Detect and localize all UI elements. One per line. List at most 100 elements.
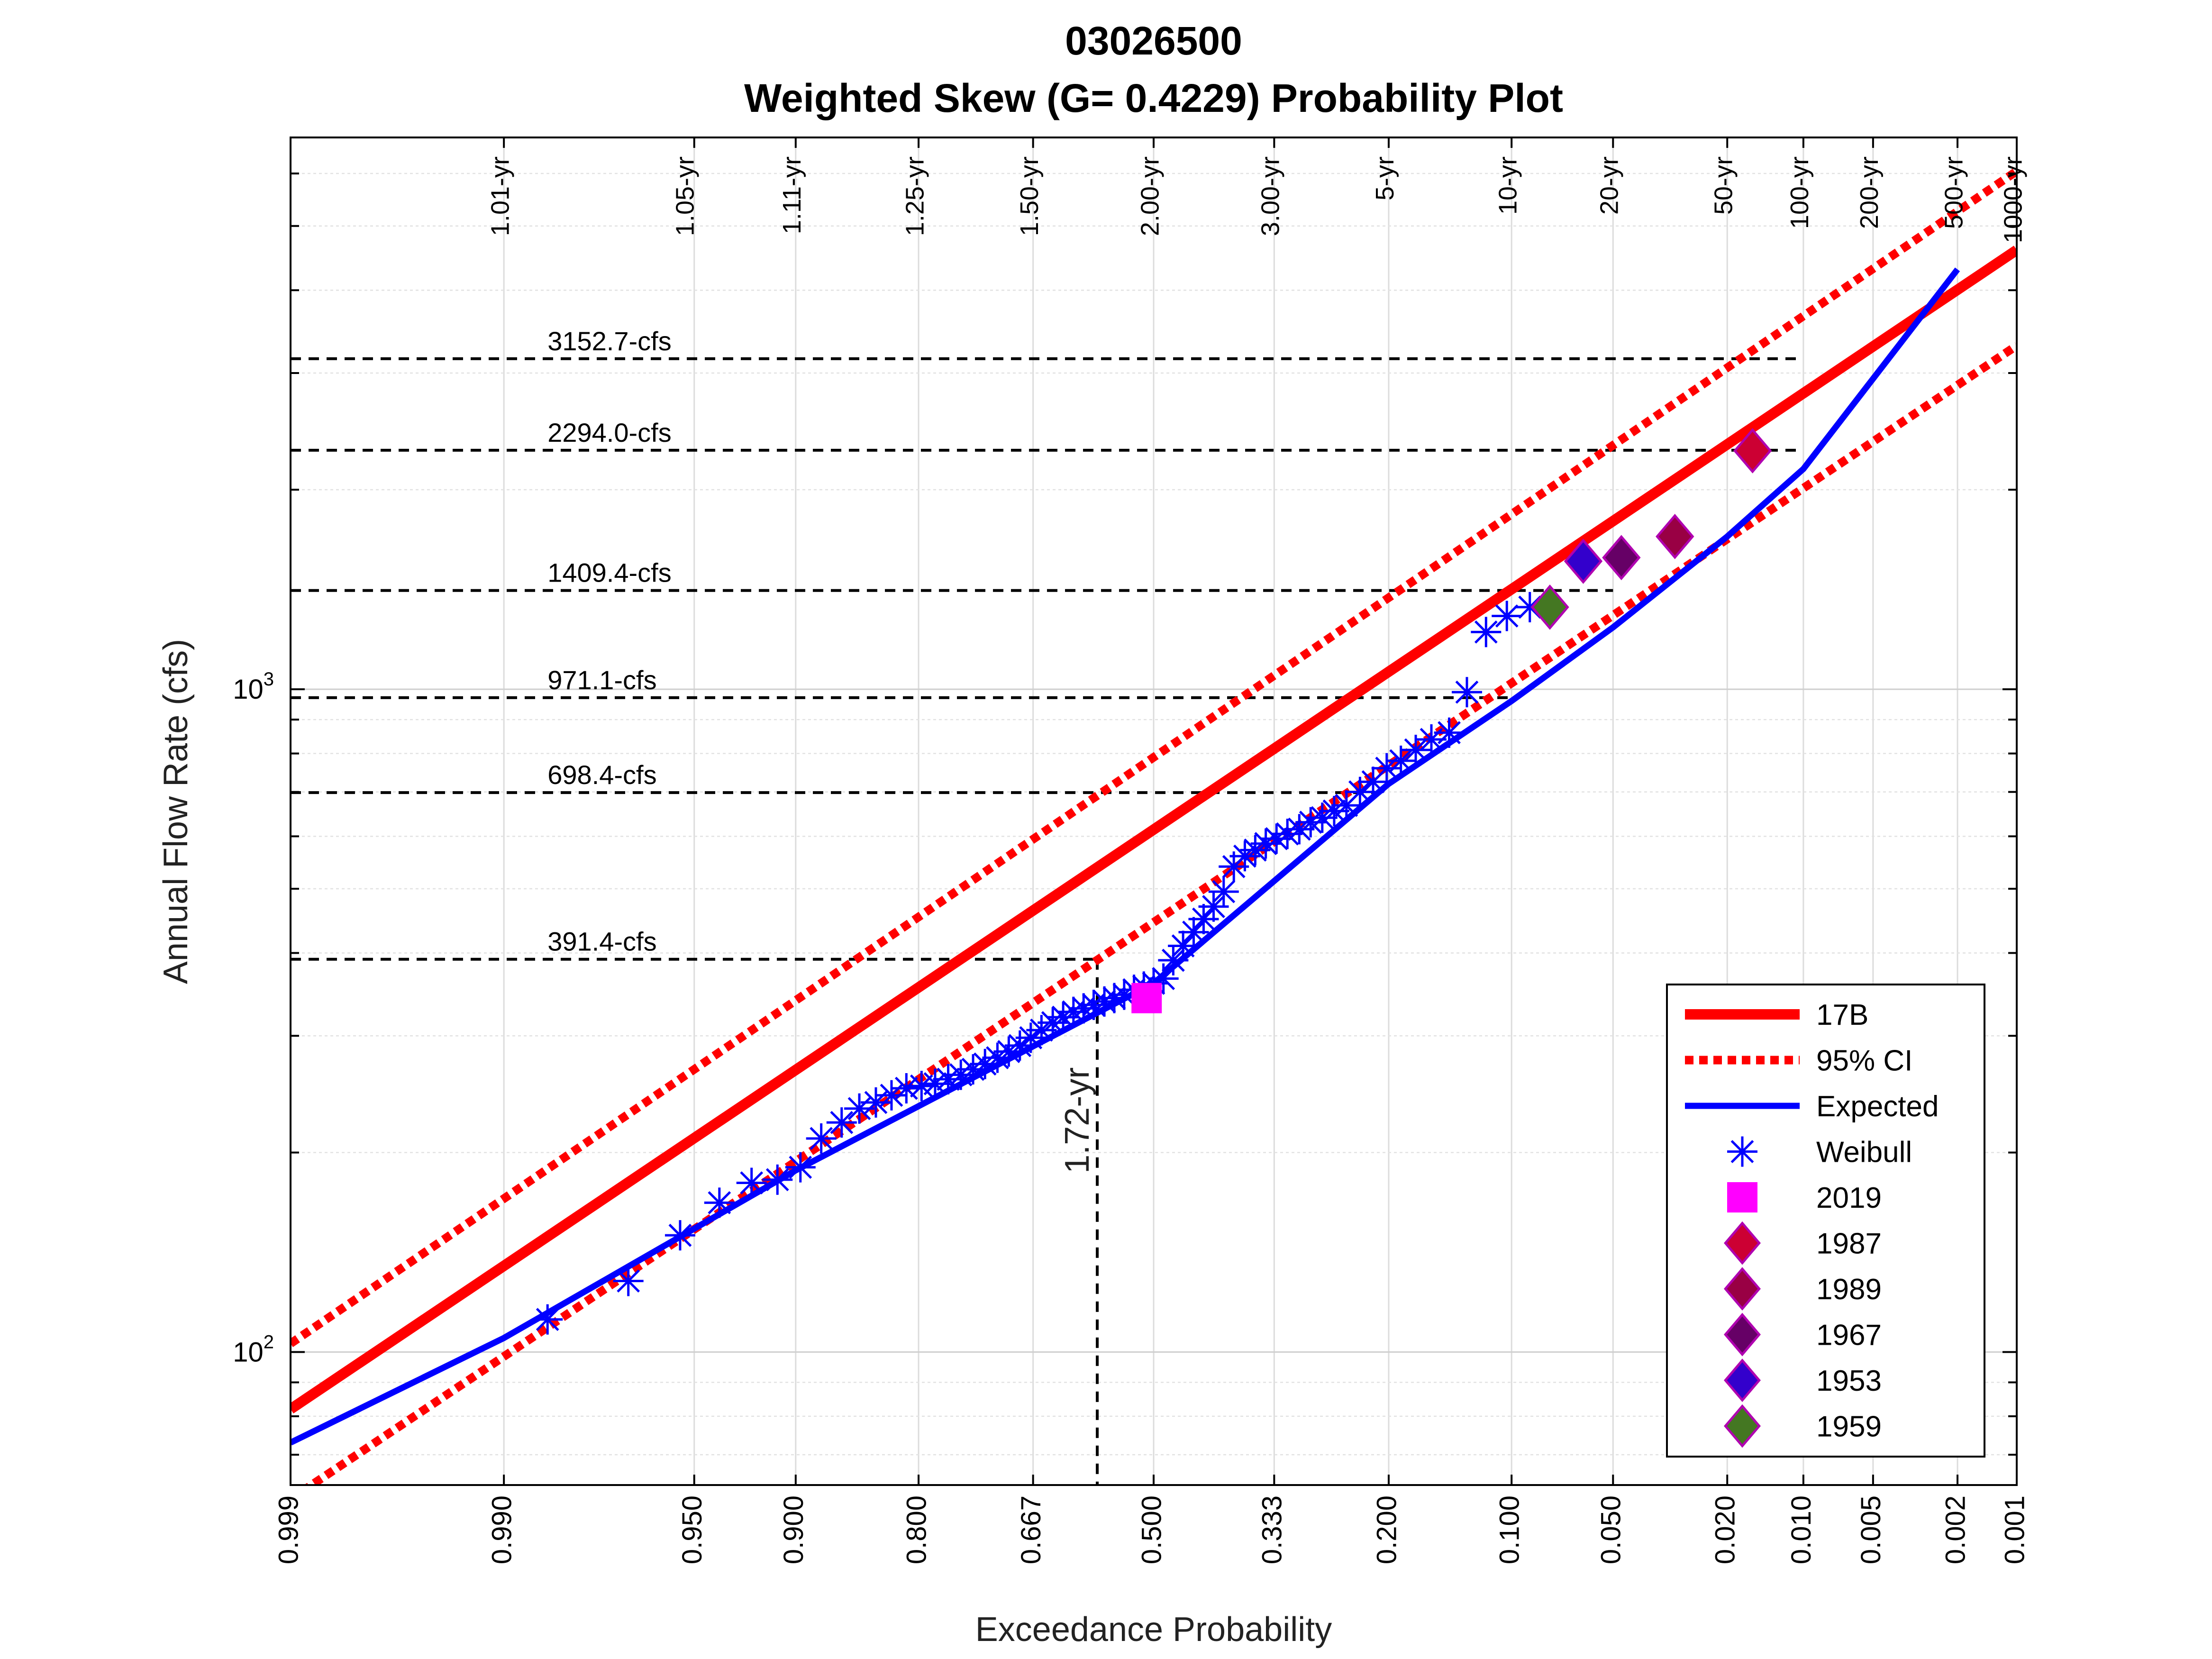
return-period-label: 200-yr [1855, 156, 1884, 229]
flow-reference-label: 1409.4-cfs [547, 558, 672, 588]
flow-reference-label: 391.4-cfs [547, 927, 656, 957]
weibull-marker [1471, 617, 1502, 647]
weibull-marker [532, 1304, 563, 1335]
return-period-label: 1.50-yr [1015, 156, 1044, 236]
weibull-marker [1451, 677, 1482, 708]
return-period-label: 3.00-yr [1256, 156, 1285, 236]
x-tick-label: 0.800 [901, 1495, 932, 1564]
weibull-marker [1208, 876, 1239, 907]
weibull-marker [613, 1266, 644, 1296]
weibull-marker [704, 1187, 735, 1218]
x-tick-label: 0.900 [778, 1495, 809, 1564]
return-period-label: 10-yr [1493, 156, 1522, 215]
legend-swatch-1967 [1724, 1313, 1761, 1357]
annotation-label: 1.72-yr [1058, 1067, 1096, 1174]
1953-marker [1564, 538, 1603, 584]
flow-reference-label: 2294.0-cfs [547, 418, 672, 447]
x-tick-label: 0.001 [1999, 1495, 2030, 1564]
return-period-label: 1.11-yr [778, 156, 806, 234]
weibull-marker [1492, 601, 1522, 631]
weibull-marker [806, 1123, 837, 1154]
x-tick-label: 0.005 [1856, 1495, 1886, 1564]
legend-label-weibull: Weibull [1816, 1136, 1912, 1169]
weibull-marker [1284, 814, 1315, 845]
ci-lower-line [304, 342, 2017, 1485]
x-tick-label: 0.333 [1257, 1495, 1288, 1564]
legend-label-1953: 1953 [1816, 1365, 1882, 1397]
return-period-labels: 1.01-yr 1.05-yr 1.11-yr 1.25-yr 1.50-yr 2.00-… [486, 156, 2027, 243]
y-axis-label: Annual Flow Rate (cfs) [157, 639, 195, 984]
weibull-marker [946, 1059, 976, 1090]
1967-marker [1602, 535, 1641, 581]
legend-swatch-1987 [1724, 1221, 1761, 1265]
weibull-marker [1109, 979, 1139, 1010]
return-period-label: 1.25-yr [901, 156, 929, 236]
17b-line [291, 246, 2017, 1414]
weibull-marker [762, 1164, 793, 1195]
legend-swatch-1959 [1724, 1404, 1761, 1448]
weibull-marker [1385, 745, 1416, 776]
return-period-label: 500-yr [1939, 156, 1968, 229]
weibull-marker [1331, 790, 1362, 821]
legend-label-expected: Expected [1816, 1090, 1939, 1123]
flow-reference-lines: 3152.7-cfs 2294.0-cfs 1409.4-cfs 971.1-cfs 6… [291, 326, 1803, 1485]
weibull-marker [1198, 891, 1229, 922]
1987-marker [1733, 428, 1772, 474]
weibull-marker [785, 1152, 816, 1183]
x-tick-label: 0.100 [1494, 1495, 1525, 1564]
weibull-marker [958, 1054, 989, 1085]
legend-label-1987: 1987 [1816, 1228, 1882, 1260]
weibull-marker [970, 1048, 1001, 1079]
weibull-marker [933, 1064, 964, 1094]
x-tick-label: 0.002 [1940, 1495, 1971, 1564]
legend-label-1959: 1959 [1816, 1411, 1882, 1443]
x-tick-label: 0.667 [1016, 1495, 1047, 1564]
x-tick-label: 0.200 [1371, 1495, 1402, 1564]
return-period-label: 50-yr [1709, 156, 1738, 215]
return-period-label: 5-yr [1371, 156, 1399, 201]
y-tick-label: 103 [233, 669, 274, 705]
return-period-label: 1000-yr [1999, 156, 2027, 243]
x-axis-label: Exceedance Probability [975, 1611, 1332, 1649]
chart-title: 03026500 [1065, 18, 1242, 63]
return-period-label: 1.01-yr [486, 156, 514, 236]
weibull-marker [919, 1068, 950, 1099]
weibull-marker [665, 1220, 695, 1251]
legend-label-17b: 17B [1816, 999, 1868, 1031]
weibull-marker [891, 1073, 922, 1103]
flow-reference-label: 698.4-cfs [547, 760, 656, 790]
x-tick-label: 0.050 [1596, 1495, 1627, 1564]
legend-swatch-1953 [1724, 1358, 1761, 1402]
1959-marker [1530, 584, 1569, 630]
chart-subtitle: Weighted Skew (G= 0.4229) Probability Pl… [744, 76, 1563, 120]
axis-ticks: 0.999 0.990 0.950 0.900 0.800 0.667 0.500 0.333… [233, 137, 2030, 1564]
legend: 17B 95% CI Expected Weibull 2019 1987 1989 1967… [1666, 984, 1985, 1458]
legend-swatch-1989 [1724, 1267, 1761, 1311]
flow-reference-label: 971.1-cfs [547, 665, 656, 695]
x-tick-label: 0.990 [486, 1495, 517, 1564]
return-period-label: 100-yr [1785, 156, 1814, 229]
weibull-marker [982, 1042, 1013, 1073]
x-tick-label: 0.010 [1786, 1495, 1817, 1564]
x-tick-label: 0.999 [273, 1495, 304, 1564]
weibull-marker [1319, 796, 1349, 827]
weibull-marker [736, 1167, 767, 1198]
weibull-marker [826, 1107, 857, 1138]
1989-marker [1656, 514, 1694, 559]
y-tick-label: 102 [233, 1331, 274, 1367]
x-tick-label: 0.500 [1136, 1495, 1167, 1564]
legend-swatch-2019 [1727, 1182, 1757, 1212]
return-period-label: 2.00-yr [1136, 156, 1164, 236]
weibull-marker [1401, 735, 1431, 766]
weibull-marker [1295, 807, 1326, 838]
legend-swatch-weibull [1727, 1136, 1757, 1167]
legend-label-1989: 1989 [1816, 1273, 1882, 1306]
legend-label-95-ci: 95% CI [1816, 1045, 1912, 1077]
return-period-label: 20-yr [1595, 156, 1624, 215]
weibull-marker [1307, 802, 1338, 833]
weibull-marker [1345, 776, 1375, 807]
return-period-label: 1.05-yr [671, 156, 699, 236]
data-markers [532, 428, 1772, 1335]
weibull-marker [1272, 819, 1303, 849]
